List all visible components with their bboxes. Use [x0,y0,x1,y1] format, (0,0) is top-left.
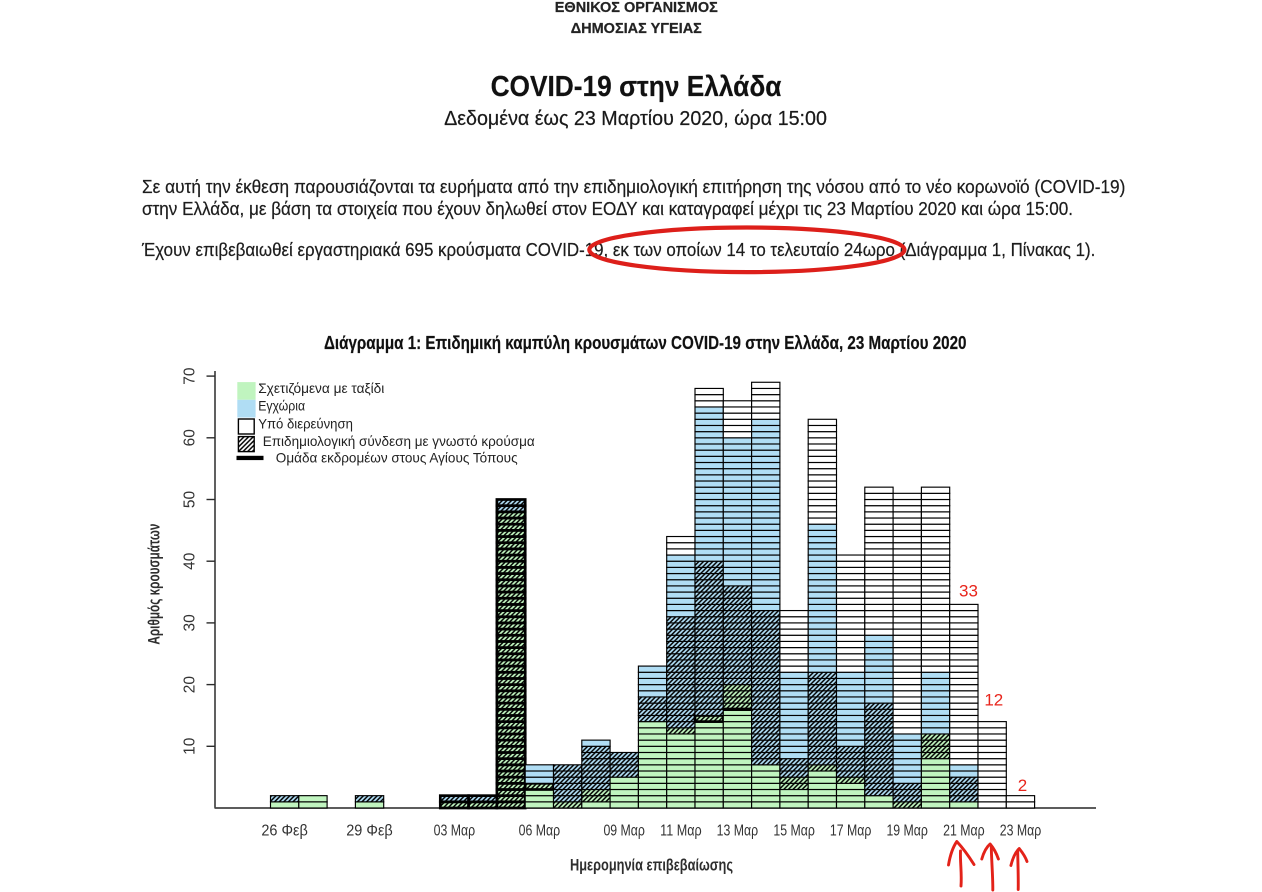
svg-text:21 Μαρ: 21 Μαρ [943,823,985,840]
svg-text:2: 2 [1018,776,1027,795]
svg-text:Εγχώρια: Εγχώρια [258,398,305,414]
svg-text:50: 50 [181,491,198,509]
svg-text:10: 10 [181,737,198,755]
svg-text:Σχετιζόμενα με ταξίδι: Σχετιζόμενα με ταξίδι [258,380,384,396]
svg-text:Επιδημιολογική σύνδεση με γνωσ: Επιδημιολογική σύνδεση με γνωστό κρούσμα [263,433,535,449]
svg-text:60: 60 [181,429,198,447]
svg-text:30: 30 [181,614,198,632]
svg-text:23 Μαρ: 23 Μαρ [1000,823,1042,840]
svg-text:33: 33 [959,582,978,601]
svg-text:70: 70 [181,367,198,385]
svg-text:20: 20 [181,676,198,694]
svg-text:03 Μαρ: 03 Μαρ [434,823,476,840]
svg-text:17 Μαρ: 17 Μαρ [830,823,872,840]
svg-text:12: 12 [984,691,1003,710]
svg-text:11 Μαρ: 11 Μαρ [660,823,702,840]
svg-text:Ημερομηνία επιβεβαίωσης: Ημερομηνία επιβεβαίωσης [570,857,733,875]
svg-text:06 Μαρ: 06 Μαρ [519,823,561,840]
svg-text:Υπό διερεύνηση: Υπό διερεύνηση [258,415,353,431]
svg-text:29 Φεβ: 29 Φεβ [346,823,393,840]
svg-text:Αριθμός κρουσμάτων: Αριθμός κρουσμάτων [146,524,164,645]
svg-text:09 Μαρ: 09 Μαρ [603,823,645,840]
svg-text:13 Μαρ: 13 Μαρ [717,823,759,840]
svg-text:Ομάδα εκδρομέων στους Αγίους Τ: Ομάδα εκδρομέων στους Αγίους Τόπους [276,450,518,466]
svg-text:19 Μαρ: 19 Μαρ [886,823,928,840]
svg-text:15 Μαρ: 15 Μαρ [773,823,815,840]
svg-text:26 Φεβ: 26 Φεβ [261,823,308,840]
svg-text:40: 40 [181,552,198,570]
